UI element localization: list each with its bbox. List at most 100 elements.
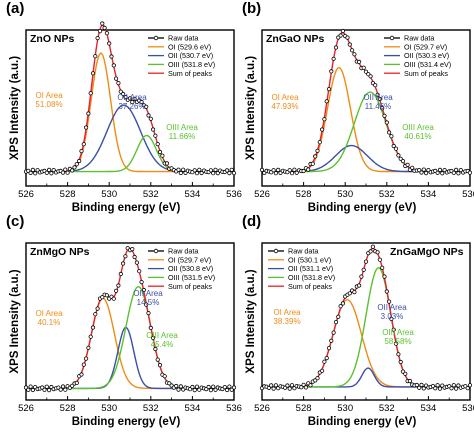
raw-data-point [324,355,329,361]
xps-panel-4: (d) ZnGaMgO NPs 526 528 530 532 534 536 Binding … [242,213,474,428]
y-axis-title: XPS Intensity (a.u.) [9,269,21,373]
panel-letter: (c) [6,213,24,230]
legend-marker [389,35,395,41]
x-tick-label: 526 [254,403,270,414]
raw-data-point [208,387,213,393]
raw-data-point [384,120,389,125]
raw-data-point [84,125,89,130]
raw-data-point [389,134,394,139]
raw-data-point [176,387,181,392]
raw-data-point [130,100,135,105]
raw-data-point [317,140,322,145]
xps-panel-3: (c) ZnMgO NPs 526 528 530 532 534 536 Binding en… [6,213,242,428]
raw-data-point [231,385,237,390]
raw-data-point [146,113,151,118]
x-tick-label: 528 [60,403,76,414]
raw-data-point [310,161,315,166]
raw-data-point [144,104,149,109]
raw-data-point [451,383,456,388]
raw-data-point [111,296,116,301]
area-label: OIII Area [402,123,434,132]
raw-data-point [313,154,318,159]
legend-label: OII (530.8 eV) [168,264,213,273]
raw-data-point [368,74,373,79]
raw-data-point [437,167,443,172]
raw-data-point [338,304,343,309]
raw-data-point [331,56,336,61]
raw-data-point [88,91,93,96]
raw-data-point [301,168,306,174]
raw-data-point [324,99,329,104]
raw-data-point [273,171,278,176]
area-label: OI Area [35,91,63,100]
raw-data-point [114,76,119,81]
raw-data-point [123,254,128,259]
raw-data-point [86,111,91,116]
raw-data-point [356,59,362,65]
component-curve-oii [26,326,234,390]
x-tick-label: 532 [143,403,159,414]
raw-data-point [104,293,110,298]
raw-data-point [111,63,116,68]
raw-data-point [375,92,380,97]
raw-data-point [273,383,278,388]
legend-label: OIII (531.8 eV) [168,60,215,69]
raw-data-point [329,338,334,343]
legend-label: Sum of peaks [288,282,332,291]
y-axis-title: XPS Intensity (a.u.) [245,56,257,160]
raw-data-point [222,384,227,390]
y-axis-title: XPS Intensity (a.u.) [9,56,21,160]
x-tick-label: 536 [462,189,474,200]
raw-data-point [155,357,160,362]
legend-label: OI (529.6 eV) [168,42,211,51]
raw-data-point [380,265,385,270]
area-label: OIII Area [146,331,178,340]
area-value: 40.1% [38,318,61,327]
raw-data-point [114,288,119,293]
raw-data-point [306,167,311,172]
legend-label: Raw data [168,34,198,43]
area-value: 11.46% [365,102,392,111]
raw-data-point [60,170,66,175]
raw-data-point [153,346,158,352]
legend-label: OI (529.7 eV) [404,42,447,51]
raw-data-point [58,387,63,392]
x-tick-label: 532 [143,189,159,200]
x-tick-label: 530 [101,189,117,200]
raw-data-point [389,316,394,321]
area-value: 38.39% [273,317,300,326]
area-value: 58.58% [384,337,411,346]
x-tick-label: 532 [379,189,395,200]
raw-data-point [315,376,320,381]
raw-data-point [144,302,149,307]
raw-data-point [211,384,216,389]
raw-data-point [393,341,399,346]
x-tick-label: 532 [379,403,395,414]
raw-data-point [174,383,179,389]
raw-data-point [356,283,362,288]
raw-data-point [386,299,392,304]
raw-data-point [333,319,339,325]
raw-data-point [380,106,385,111]
raw-data-point [377,96,382,102]
x-axis-title: Binding energy (eV) [308,202,417,214]
panel-letter: (d) [242,213,261,230]
raw-data-point [49,171,54,176]
raw-data-point [127,96,133,101]
area-value: 11.66% [169,132,196,141]
raw-data-point [340,28,345,34]
raw-data-point [178,384,183,389]
raw-data-point [81,142,86,147]
raw-data-point [329,69,334,74]
raw-data-point [148,116,153,121]
raw-data-point [95,35,100,41]
area-value: 45.4% [151,340,174,349]
legend-label: OIII (531.4 eV) [404,60,451,69]
raw-data-point [229,167,234,172]
raw-data-point [322,359,327,364]
raw-data-point [123,94,128,100]
raw-data-point [134,260,139,265]
area-label: OI Area [271,93,299,102]
raw-data-point [266,385,271,390]
raw-data-point [102,25,107,30]
